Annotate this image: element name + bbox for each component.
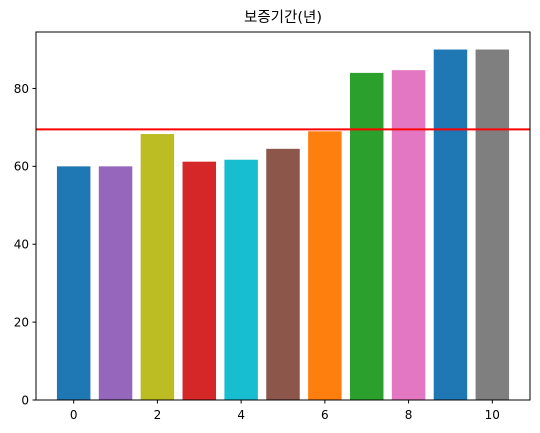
x-tick-label: 2 [154,408,162,422]
bar-9 [433,49,468,401]
y-axis: 0 20 40 60 80 [14,82,36,407]
y-tick-label: 20 [14,315,29,329]
y-tick-label: 60 [14,160,29,174]
plot-frame [35,31,531,401]
x-axis: 0 2 4 6 8 10 [70,400,500,422]
y-tick-label: 0 [21,393,29,407]
bar-0 [56,166,91,400]
x-tick-label: 8 [405,408,413,422]
x-tick-label: 6 [321,408,329,422]
bar-8 [391,70,426,400]
bar-7 [349,72,384,400]
bar-10 [475,49,510,401]
bar-3 [182,161,217,400]
x-tick-label: 4 [237,408,245,422]
chart-title: 보증기간(년) [244,9,322,26]
bar-2 [140,134,175,400]
bars-group [56,49,510,401]
y-tick-label: 80 [14,82,29,96]
bar-6 [308,131,342,401]
x-tick-label: 0 [70,408,78,422]
y-tick-label: 40 [14,238,29,252]
bar-4 [224,159,258,400]
x-tick-label: 10 [485,408,500,422]
bar-5 [266,148,300,400]
bar-1 [98,166,133,400]
